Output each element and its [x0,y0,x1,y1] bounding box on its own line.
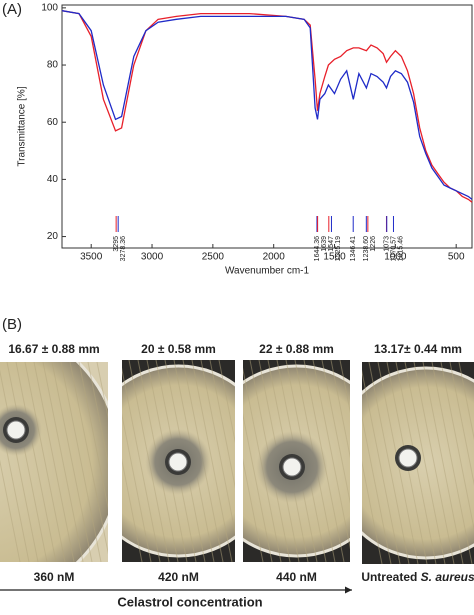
plates: 16.67 ± 0.88 mm 360 nM 20 ± 0.58 mm 420 nM 2… [0,342,474,584]
streak [60,362,102,562]
zone-diameter: 13.17± 0.44 mm [374,342,462,356]
plot-frame [61,4,473,249]
streak [339,360,350,414]
peak-label: 1073 [383,236,390,252]
streak [42,362,84,562]
streak [15,362,57,562]
streak [218,360,235,444]
peak-label: 3295 [113,236,120,252]
streak [440,362,474,532]
x-tick-label: 2500 [202,252,225,263]
y-tick-label: 40 [47,174,59,185]
streak [69,362,108,555]
peak-label: 1015.46 [397,236,404,261]
plate-photo [0,362,108,562]
streak [51,362,93,562]
plate-photo [122,360,235,562]
streak [122,458,143,562]
streak [24,362,66,562]
caption-italic: S. aureus [421,570,474,584]
streak [191,360,233,562]
peak-label: 1525.19 [335,236,342,261]
streak [362,369,401,564]
streak [122,412,152,562]
streak [78,362,108,510]
caption: 440 nM [276,570,317,584]
streak [33,362,75,562]
panel-label: (A) [2,1,22,18]
concentration-label: 420 nM [158,570,199,584]
x-tick-label: 500 [448,252,465,263]
disk [168,452,188,472]
x-tick-label: 3500 [80,252,103,263]
streak [122,367,161,562]
x-tick-label: 1500 [323,252,346,263]
streak [413,362,455,564]
streak [243,412,273,562]
zone-diameter: 22 ± 0.88 mm [259,342,334,356]
streak [330,360,350,459]
ftir-chart: 20 40 60 80 100 3500 3000 2500 2000 1500 1000 500 Wa… [17,2,473,277]
streak [6,362,48,562]
spectrum-line [61,10,473,203]
y-tick-label: 20 [47,231,59,242]
streak [362,460,383,564]
streak [96,362,108,420]
streak [0,459,21,562]
streak [422,362,464,564]
streak [312,360,350,550]
peak-label: 1238.60 [363,236,370,261]
streak [404,362,446,564]
peak-label: 1070.57 [390,236,397,261]
streak [449,362,474,486]
caption: 420 nM [158,570,199,584]
axis-caption: Celastrol concentration [117,594,262,609]
streak [200,360,235,535]
disk [282,457,302,477]
streak [321,360,350,504]
peak-label: 1639 [321,236,328,252]
zone-diameter: 20 ± 0.58 mm [141,342,216,356]
plate-photo [362,362,474,564]
streak [243,458,264,562]
panel-label: (B) [2,316,22,333]
caption: Untreated [361,570,420,584]
streak [209,360,235,489]
x-tick-label: 2000 [263,252,286,263]
disk [6,420,26,440]
plate-photo [243,360,350,562]
streak [87,362,108,465]
streak [431,362,473,564]
x-tick-label: 1000 [384,252,407,263]
disk [398,448,418,468]
streak [0,414,30,562]
streak [362,414,392,564]
peak-label: 1226 [370,236,377,252]
peak-label: 3278.36 [120,236,127,261]
caption: 360 nM [34,570,75,584]
y-tick-label: 80 [47,60,59,71]
streak [0,369,39,562]
peak-label: 1644.36 [314,236,321,261]
concentration-label: 440 nM [276,570,317,584]
x-tick-label: 3000 [141,252,164,263]
spectrum-line [61,10,473,200]
concentration-label: Untreated S. aureus [361,570,474,584]
streak [368,362,410,564]
y-axis-label: Transmittance [%] [17,86,28,166]
y-tick-label: 100 [41,2,58,13]
peak-label: 1346.41 [350,236,357,261]
zone-diameter: 16.67 ± 0.88 mm [8,342,99,356]
y-tick-label: 60 [47,117,59,128]
streak [458,362,474,441]
x-axis-label: Wavenumber cm-1 [225,266,310,277]
peak-label: 1547 [328,236,335,252]
concentration-label: 360 nM [34,570,75,584]
